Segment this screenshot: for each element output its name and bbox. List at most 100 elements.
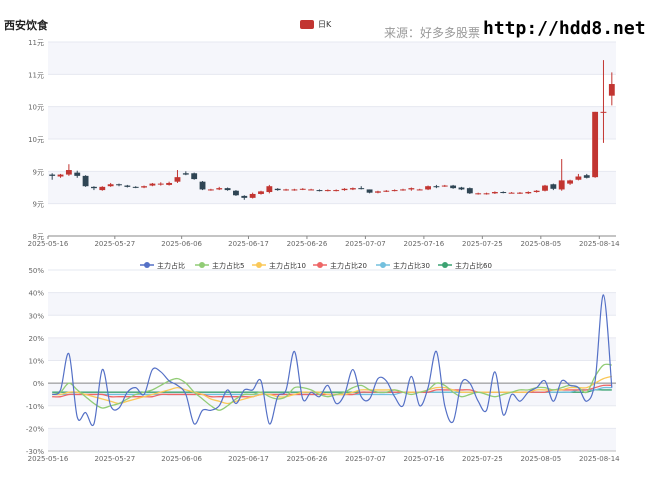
candle-body	[517, 192, 523, 194]
ratio-legend[interactable]: 主力占比 主力占比5 主力占比10 主力占比20 主力占比30 主力占比60	[140, 261, 492, 270]
candle-body	[400, 189, 406, 191]
kline-legend-swatch	[300, 20, 314, 29]
candle-body	[283, 189, 289, 191]
ratio-legend-label: 主力占比	[157, 261, 185, 270]
ratio-grid-band	[48, 337, 616, 361]
ratio-y-tick-label: 30%	[28, 312, 44, 320]
kline-y-tick-label: 11元	[28, 71, 44, 79]
kline-legend[interactable]: 日K	[300, 19, 331, 30]
candle-body	[525, 192, 532, 194]
candle-body	[358, 188, 365, 190]
candle-body	[258, 191, 264, 194]
candle-body	[349, 188, 356, 190]
candle-body	[375, 191, 381, 193]
candle-body	[274, 188, 281, 191]
candle-body	[500, 192, 507, 194]
candle-body	[266, 186, 273, 193]
kline-x-tick-label: 2025-08-05	[520, 240, 561, 248]
kline-y-tick-label: 10元	[28, 136, 44, 144]
candle-body	[224, 188, 231, 191]
candle-body	[366, 189, 373, 193]
ratio-y-tick-label: 40%	[28, 290, 44, 298]
candle-body	[74, 172, 81, 176]
candle-body	[216, 188, 223, 190]
ratio-legend-label: 主力占比30	[393, 261, 430, 270]
ratio-y-tick-label: 0%	[33, 380, 44, 388]
candle-body	[608, 84, 615, 96]
kline-y-tick-label: 9元	[33, 201, 44, 209]
ratio-series-line	[51, 294, 613, 427]
ratio-legend-label: 主力占比60	[455, 261, 492, 270]
ratio-y-tick-label: -20%	[26, 425, 44, 433]
ratio-legend-marker	[317, 262, 323, 268]
ratio-x-tick-label: 2025-07-07	[345, 455, 386, 463]
candle-body	[107, 184, 114, 187]
candle-body	[233, 190, 239, 196]
candle-body	[567, 180, 573, 184]
candle-body	[466, 188, 473, 194]
candle-body	[508, 192, 515, 194]
candle-body	[324, 190, 331, 192]
candle-body	[174, 177, 181, 182]
candle-body	[441, 185, 448, 187]
candle-body	[166, 182, 173, 185]
candle-body	[458, 187, 465, 190]
ratio-y-tick-label: 10%	[28, 358, 44, 366]
candle-body	[425, 186, 431, 190]
kline-x-tick-label: 2025-06-17	[228, 240, 269, 248]
kline-y-tick-label: 11元	[28, 39, 44, 47]
candle-body	[575, 176, 582, 180]
kline-x-tick-label: 2025-07-25	[462, 240, 503, 248]
candle-body	[99, 186, 106, 191]
ratio-legend-marker	[380, 262, 386, 268]
kline-chart: 8元 9元 9元 10元 10元 11元 11元 2025-05-16 2025-05-27 20…	[28, 39, 621, 248]
candle-body	[124, 185, 131, 187]
kline-legend-label: 日K	[318, 20, 332, 29]
ratio-legend-marker	[442, 262, 448, 268]
kline-grid-band	[48, 106, 616, 139]
kline-x-tick-label: 2025-06-26	[287, 240, 328, 248]
site-url: http://hdd8.net	[483, 18, 646, 39]
candle-body	[450, 185, 457, 189]
data-source: 来源：好多多股票	[384, 26, 481, 40]
ratio-x-tick-label: 2025-08-05	[520, 455, 561, 463]
kline-x-tick-label: 2025-05-27	[94, 240, 135, 248]
candle-body	[182, 173, 189, 175]
candle-body	[542, 185, 548, 191]
candle-body	[341, 188, 348, 191]
candle-body	[433, 186, 440, 188]
kline-y-tick-label: 10元	[28, 104, 44, 112]
ratio-x-tick-label: 2025-07-16	[404, 455, 445, 463]
ratio-legend-marker	[256, 262, 262, 268]
ratio-chart: -30% -20% -10% 0% 10% 20% 30% 40% 50% 2025-05-16 2…	[26, 267, 620, 463]
candle-body	[533, 190, 540, 193]
kline-grid-band	[48, 42, 616, 75]
candle-body	[82, 175, 89, 187]
candle-body	[383, 190, 390, 192]
candle-body	[391, 190, 398, 192]
candle-body	[316, 190, 323, 192]
ratio-y-tick-label: 50%	[28, 267, 44, 275]
candle-body	[416, 189, 423, 191]
candle-body	[157, 183, 164, 185]
kline-y-tick-label: 8元	[33, 233, 44, 241]
ratio-y-tick-label: -30%	[26, 448, 44, 456]
candle-body	[550, 184, 557, 189]
ratio-legend-marker	[144, 262, 150, 268]
candle-body	[291, 189, 298, 191]
ratio-x-tick-label: 2025-08-14	[579, 455, 620, 463]
candle-body	[475, 193, 482, 195]
candle-body	[191, 173, 198, 180]
candle-body	[592, 111, 599, 178]
kline-x-tick-label: 2025-05-16	[28, 240, 69, 248]
candle-body	[207, 189, 214, 191]
ratio-x-tick-label: 2025-07-25	[462, 455, 503, 463]
kline-x-tick-label: 2025-08-14	[579, 240, 620, 248]
kline-x-tick-label: 2025-06-06	[161, 240, 202, 248]
candle-body	[308, 189, 315, 191]
ratio-x-tick-label: 2025-06-26	[287, 455, 328, 463]
candle-body	[408, 188, 415, 190]
ratio-y-tick-label: -10%	[26, 403, 44, 411]
candle-body	[583, 175, 590, 178]
ratio-legend-label: 主力占比10	[269, 261, 306, 270]
